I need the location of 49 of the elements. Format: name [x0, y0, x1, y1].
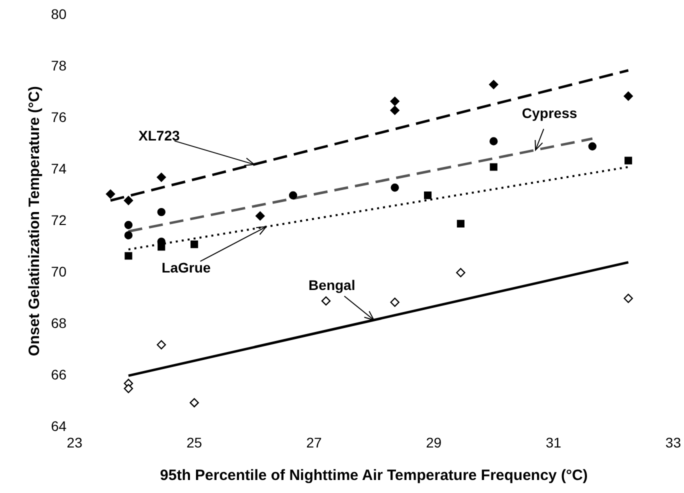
y-tick-label: 64 — [50, 418, 67, 434]
y-axis-title: Onset Gelatinization Temperature (°C) — [26, 86, 44, 356]
point — [321, 296, 331, 306]
y-tick-label: 70 — [50, 263, 67, 280]
x-axis-title: 95th Percentile of Nighttime Air Temperature Frequency (°C) — [160, 467, 588, 484]
point — [588, 142, 596, 150]
y-tick-label: 76 — [50, 108, 67, 125]
point — [256, 211, 265, 221]
point — [156, 340, 166, 350]
point — [390, 184, 399, 192]
point — [190, 398, 199, 408]
point — [624, 92, 633, 101]
x-tick-label: 33 — [665, 434, 682, 450]
point — [288, 191, 298, 200]
point — [190, 240, 198, 248]
point — [124, 196, 134, 206]
point — [106, 189, 116, 199]
y-tick-label: 68 — [50, 315, 67, 332]
y-tick-label: 80 — [50, 6, 67, 22]
annotation: XL723 — [138, 127, 180, 144]
point — [157, 208, 166, 216]
point — [456, 268, 466, 278]
point — [624, 294, 633, 303]
point — [124, 231, 133, 240]
point — [390, 106, 400, 115]
annotation: Bengal — [308, 276, 356, 293]
point — [490, 163, 498, 171]
point — [390, 96, 400, 106]
x-tick-label: 29 — [426, 434, 442, 450]
point — [156, 172, 166, 182]
annotation: LaGrue — [162, 260, 211, 276]
x-tick-label: 23 — [66, 434, 83, 450]
point — [124, 384, 134, 394]
y-tick-label: 66 — [50, 366, 67, 383]
x-tick-label: 27 — [306, 434, 322, 450]
y-tick-label: 74 — [50, 160, 67, 176]
annotation: Cypress — [522, 104, 578, 121]
point — [424, 192, 432, 200]
x-tick-label: 25 — [186, 434, 202, 450]
y-tick-label: 78 — [50, 57, 67, 74]
point — [490, 137, 498, 146]
point — [390, 298, 400, 307]
point — [489, 80, 498, 90]
point — [624, 156, 632, 164]
y-tick-label: 72 — [50, 212, 67, 228]
point — [124, 220, 133, 230]
x-tick-label: 31 — [546, 434, 562, 450]
point — [456, 220, 464, 228]
point — [124, 252, 132, 260]
